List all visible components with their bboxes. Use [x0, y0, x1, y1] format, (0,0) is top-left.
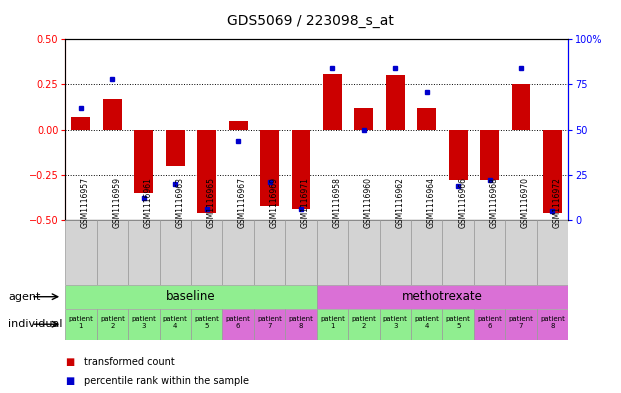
Text: patient
5: patient 5 [446, 316, 471, 329]
Bar [512, 84, 530, 130]
Text: baseline: baseline [166, 290, 215, 303]
Text: GSM1116968: GSM1116968 [489, 177, 499, 228]
Bar [254, 309, 285, 340]
Text: patient
8: patient 8 [540, 316, 565, 329]
Bar [317, 309, 348, 340]
Text: patient
6: patient 6 [225, 316, 250, 329]
Bar [285, 220, 317, 285]
Bar [537, 309, 568, 340]
Bar [65, 220, 97, 285]
Bar [222, 309, 254, 340]
Bar [417, 108, 436, 130]
Bar [260, 130, 279, 206]
Bar [348, 309, 379, 340]
Text: individual: individual [8, 319, 63, 329]
Bar [474, 220, 505, 285]
Text: methotrexate: methotrexate [402, 290, 483, 303]
Text: patient
2: patient 2 [100, 316, 125, 329]
Text: GSM1116963: GSM1116963 [175, 177, 184, 228]
Text: patient
5: patient 5 [194, 316, 219, 329]
Bar [505, 220, 537, 285]
Text: ■: ■ [65, 376, 75, 386]
Bar [71, 117, 91, 130]
Text: patient
3: patient 3 [383, 316, 408, 329]
Text: GSM1116964: GSM1116964 [427, 177, 436, 228]
Bar [317, 220, 348, 285]
Text: GSM1116957: GSM1116957 [81, 177, 90, 228]
Text: GDS5069 / 223098_s_at: GDS5069 / 223098_s_at [227, 14, 394, 28]
Bar [379, 220, 411, 285]
Bar [103, 99, 122, 130]
Bar [229, 121, 248, 130]
Bar [411, 220, 442, 285]
Bar [474, 309, 505, 340]
Text: patient
7: patient 7 [257, 316, 282, 329]
Bar [449, 130, 468, 180]
Bar [292, 130, 310, 209]
Bar [166, 130, 184, 166]
Bar [317, 285, 568, 309]
Text: GSM1116960: GSM1116960 [364, 177, 373, 228]
Bar [505, 309, 537, 340]
Text: agent: agent [8, 292, 40, 302]
Text: patient
1: patient 1 [320, 316, 345, 329]
Bar [197, 130, 216, 213]
Text: patient
4: patient 4 [163, 316, 188, 329]
Bar [254, 220, 285, 285]
Text: GSM1116958: GSM1116958 [332, 177, 342, 228]
Text: GSM1116967: GSM1116967 [238, 177, 247, 228]
Bar [97, 220, 128, 285]
Text: GSM1116962: GSM1116962 [396, 177, 404, 228]
Bar [537, 220, 568, 285]
Bar [134, 130, 153, 193]
Text: ■: ■ [65, 356, 75, 367]
Bar [222, 220, 254, 285]
Bar [480, 130, 499, 180]
Bar [160, 220, 191, 285]
Text: GSM1116959: GSM1116959 [112, 177, 121, 228]
Bar [128, 220, 160, 285]
Text: GSM1116961: GSM1116961 [144, 177, 153, 228]
Bar [355, 108, 373, 130]
Bar [285, 309, 317, 340]
Bar [65, 309, 97, 340]
Text: patient
1: patient 1 [68, 316, 93, 329]
Bar [348, 220, 379, 285]
Text: patient
6: patient 6 [477, 316, 502, 329]
Bar [386, 75, 405, 130]
Bar [379, 309, 411, 340]
Bar [411, 309, 442, 340]
Text: patient
8: patient 8 [289, 316, 314, 329]
Bar [97, 309, 128, 340]
Text: patient
3: patient 3 [132, 316, 156, 329]
Bar [442, 220, 474, 285]
Bar [191, 309, 222, 340]
Text: GSM1116970: GSM1116970 [521, 177, 530, 228]
Bar [160, 309, 191, 340]
Bar [543, 130, 562, 213]
Text: patient
4: patient 4 [414, 316, 439, 329]
Text: GSM1116966: GSM1116966 [458, 177, 467, 228]
Bar [128, 309, 160, 340]
Text: transformed count: transformed count [84, 356, 175, 367]
Bar [442, 309, 474, 340]
Text: patient
2: patient 2 [351, 316, 376, 329]
Text: GSM1116965: GSM1116965 [207, 177, 215, 228]
Text: percentile rank within the sample: percentile rank within the sample [84, 376, 249, 386]
Text: GSM1116972: GSM1116972 [553, 177, 561, 228]
Bar [191, 220, 222, 285]
Text: patient
7: patient 7 [509, 316, 533, 329]
Bar [65, 285, 317, 309]
Bar [323, 73, 342, 130]
Text: GSM1116971: GSM1116971 [301, 177, 310, 228]
Text: GSM1116969: GSM1116969 [270, 177, 279, 228]
